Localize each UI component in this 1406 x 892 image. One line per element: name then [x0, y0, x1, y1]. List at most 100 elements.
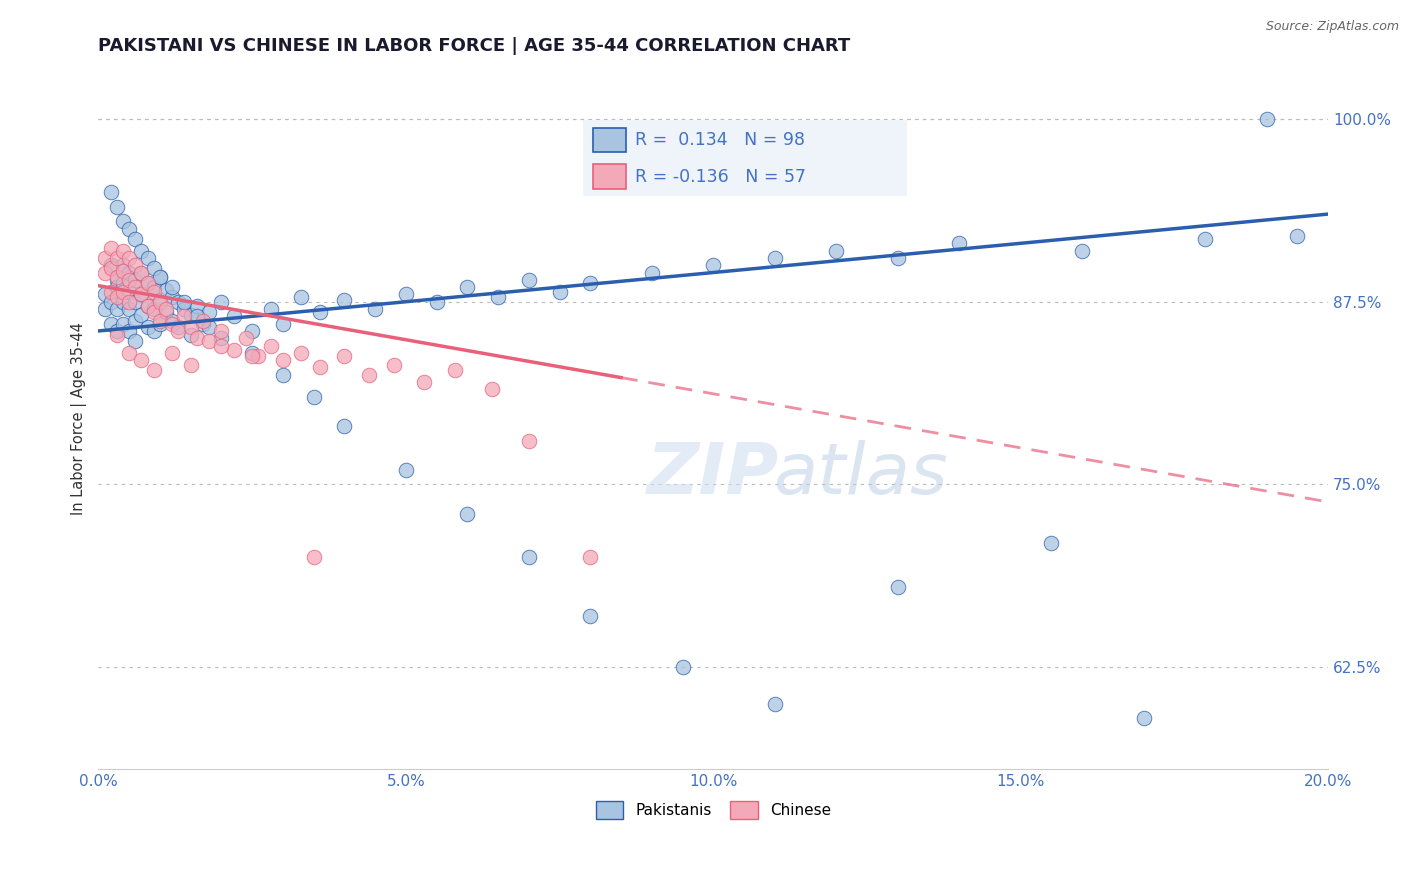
Point [302, 390, 325, 404]
Point [333, 419, 356, 434]
Point [136, 319, 159, 334]
Point [105, 200, 128, 214]
Point [413, 375, 436, 389]
Point [118, 266, 141, 280]
Point [209, 331, 232, 345]
Point [160, 290, 183, 304]
Point [948, 236, 970, 251]
Point [382, 358, 405, 372]
Point [142, 261, 165, 276]
Point [100, 285, 122, 299]
Point [100, 294, 122, 309]
Point [136, 299, 159, 313]
Point [198, 319, 221, 334]
Point [131, 287, 153, 301]
Point [186, 299, 208, 313]
Point [111, 214, 134, 228]
Point [180, 358, 202, 372]
Point [105, 251, 128, 265]
Point [118, 273, 141, 287]
Point [1194, 232, 1216, 246]
Point [142, 301, 165, 316]
Point [142, 285, 165, 299]
Point [149, 293, 172, 308]
Point [222, 343, 245, 357]
Point [131, 266, 153, 280]
Point [702, 258, 724, 272]
Point [118, 301, 141, 316]
Point [302, 550, 325, 565]
Point [173, 310, 195, 324]
Point [131, 353, 153, 368]
Point [271, 368, 294, 382]
Point [191, 314, 214, 328]
Point [111, 294, 134, 309]
Point [155, 283, 177, 297]
Legend: Pakistanis, Chinese: Pakistanis, Chinese [589, 795, 837, 825]
Point [105, 324, 128, 338]
Point [149, 269, 172, 284]
FancyBboxPatch shape [593, 164, 626, 189]
Point [124, 334, 146, 349]
Point [486, 290, 509, 304]
Point [290, 346, 312, 360]
Text: R =  0.134   N = 98: R = 0.134 N = 98 [636, 131, 806, 149]
Point [118, 285, 141, 299]
Point [124, 273, 146, 287]
Point [93, 251, 115, 265]
Point [105, 269, 128, 284]
Point [167, 324, 190, 338]
Point [111, 276, 134, 290]
Point [198, 334, 221, 349]
Point [111, 258, 134, 272]
Point [579, 608, 602, 623]
Point [357, 368, 380, 382]
Point [259, 301, 281, 316]
Point [136, 276, 159, 290]
Point [124, 314, 146, 328]
Point [142, 305, 165, 319]
Point [444, 363, 467, 377]
Point [763, 697, 786, 711]
Text: ZIP: ZIP [647, 441, 779, 509]
Point [308, 360, 330, 375]
Point [209, 294, 232, 309]
Point [111, 264, 134, 278]
Point [100, 185, 122, 199]
Point [149, 317, 172, 331]
Point [142, 363, 165, 377]
Point [105, 280, 128, 294]
Point [395, 463, 418, 477]
Text: atlas: atlas [773, 441, 948, 509]
Point [456, 280, 478, 294]
Point [308, 305, 330, 319]
Point [198, 305, 221, 319]
Text: Source: ZipAtlas.com: Source: ZipAtlas.com [1265, 20, 1399, 33]
Point [167, 294, 190, 309]
Point [149, 294, 172, 309]
Point [825, 244, 848, 258]
Point [763, 251, 786, 265]
Point [118, 346, 141, 360]
FancyBboxPatch shape [593, 128, 626, 153]
Point [222, 310, 245, 324]
Point [180, 308, 202, 322]
Point [259, 338, 281, 352]
Point [105, 328, 128, 343]
Point [160, 317, 183, 331]
Point [136, 276, 159, 290]
Point [160, 314, 183, 328]
Point [136, 299, 159, 313]
Point [235, 331, 257, 345]
Point [105, 290, 128, 304]
Point [1040, 536, 1063, 550]
Text: R = -0.136   N = 57: R = -0.136 N = 57 [636, 168, 806, 186]
Point [209, 324, 232, 338]
Point [131, 287, 153, 301]
Point [209, 338, 232, 352]
Point [93, 287, 115, 301]
Point [271, 317, 294, 331]
Point [425, 294, 447, 309]
Point [149, 314, 172, 328]
Point [118, 324, 141, 338]
